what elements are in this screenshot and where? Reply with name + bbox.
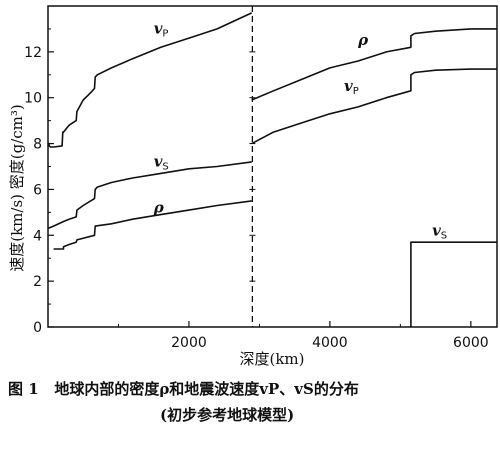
series-label-vp-core: vP (344, 77, 359, 97)
y-tick-label: 6 (33, 182, 42, 198)
x-axis-title: 深度(km) (239, 350, 304, 368)
series-line-rho (53, 200, 252, 250)
y-axis-title-group: 速度(km/s) 密度(g/cm³) (8, 104, 26, 272)
figure-caption-subtitle: (初步参考地球模型) (160, 406, 295, 424)
series-line-vp-core (251, 68, 497, 145)
series-label-vs-core: vS (432, 221, 447, 241)
series-label-rho-core: ρ (357, 31, 369, 49)
series-line-rho-core (251, 28, 497, 101)
x-tick-label: 6000 (453, 335, 489, 351)
x-tick-label: 2000 (171, 335, 207, 351)
series-label-vp: vP (154, 20, 169, 40)
y-tick-label: 12 (24, 45, 42, 61)
series-label-rho: ρ (153, 198, 165, 216)
series-line-vp (48, 12, 253, 148)
x-tick-label: 4000 (312, 335, 348, 351)
series-line-vs (47, 161, 252, 230)
figure-caption-title: 图 1 地球内部的密度ρ和地震波速度vP、vS的分布 (8, 380, 359, 398)
y-tick-label: 8 (33, 137, 42, 153)
plot-frame (47, 5, 498, 328)
y-axis-title: 速度(km/s) 密度(g/cm³) (8, 104, 26, 272)
y-tick-label: 4 (33, 228, 42, 244)
y-tick-label: 0 (33, 320, 42, 336)
y-tick-label: 10 (24, 91, 42, 107)
series-label-vs: vS (154, 153, 169, 173)
y-tick-label: 2 (33, 274, 42, 290)
series-line-vs-core (410, 241, 497, 327)
chart: 速度(km/s) 密度(g/cm³) 深度(km) 0 2 4 6 8 10 12 2000 4… (8, 5, 498, 368)
